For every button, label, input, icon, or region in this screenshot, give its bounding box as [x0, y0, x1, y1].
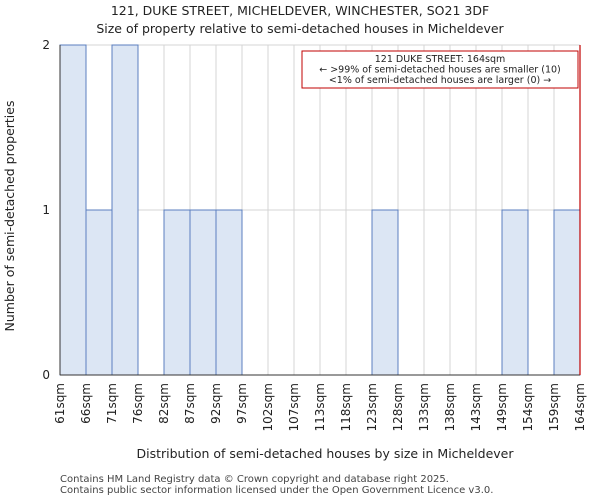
y-tick-label: 1 [42, 203, 50, 217]
x-tick-label: 71sqm [105, 383, 119, 424]
y-axis-title: Number of semi-detached properties [2, 101, 17, 332]
x-tick-label: 113sqm [313, 383, 327, 431]
chart-title: 121, DUKE STREET, MICHELDEVER, WINCHESTE… [110, 3, 490, 18]
x-tick-label: 97sqm [235, 383, 249, 424]
x-tick-label: 133sqm [417, 383, 431, 431]
x-tick-label: 164sqm [573, 383, 587, 431]
footer-licence: Contains public sector information licen… [60, 485, 494, 496]
x-tick-label: 123sqm [365, 383, 379, 431]
x-tick-label: 154sqm [521, 383, 535, 431]
histogram-bar [111, 44, 139, 376]
x-tick-label: 76sqm [131, 383, 145, 424]
histogram-bar [85, 209, 113, 376]
x-tick-label: 118sqm [339, 383, 353, 431]
x-tick-label: 82sqm [157, 383, 171, 424]
annotation-box [301, 50, 579, 89]
y-tick-label: 2 [42, 38, 50, 52]
histogram-bar [501, 209, 529, 376]
x-tick-label: 128sqm [391, 383, 405, 431]
histogram-bar [371, 209, 399, 376]
x-tick-label: 107sqm [287, 383, 301, 431]
x-tick-label: 143sqm [469, 383, 483, 431]
x-tick-label: 102sqm [261, 383, 275, 431]
histogram-bar [189, 209, 217, 376]
x-tick-label: 149sqm [495, 383, 509, 431]
x-tick-label: 66sqm [79, 383, 93, 424]
x-tick-label: 138sqm [443, 383, 457, 431]
histogram-bar [163, 209, 191, 376]
x-axis-title: Distribution of semi-detached houses by … [137, 446, 515, 461]
x-tick-label: 92sqm [209, 383, 223, 424]
x-tick-label: 87sqm [183, 383, 197, 424]
histogram-bar [59, 44, 87, 376]
y-tick-label: 0 [42, 368, 50, 382]
annotation-larger: <1% of semi-detached houses are larger (… [329, 75, 551, 86]
histogram-bar [553, 209, 581, 376]
x-tick-label: 159sqm [547, 383, 561, 431]
chart-subtitle: Size of property relative to semi-detach… [96, 21, 504, 36]
annotation-smaller: ← >99% of semi-detached houses are small… [319, 65, 561, 76]
x-tick-label: 61sqm [53, 383, 67, 424]
histogram-bar [215, 209, 243, 376]
annotation-title: 121 DUKE STREET: 164sqm [375, 54, 505, 65]
footer-copyright: Contains HM Land Registry data © Crown c… [60, 474, 449, 485]
